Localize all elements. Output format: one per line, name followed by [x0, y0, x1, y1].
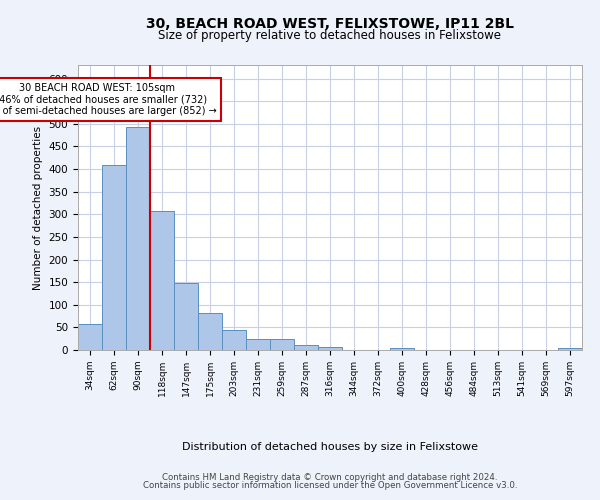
Text: Contains public sector information licensed under the Open Government Licence v3: Contains public sector information licen… — [143, 481, 517, 490]
Text: 30, BEACH ROAD WEST, FELIXSTOWE, IP11 2BL: 30, BEACH ROAD WEST, FELIXSTOWE, IP11 2B… — [146, 18, 514, 32]
Bar — [150, 211, 174, 350]
Bar — [390, 348, 414, 350]
Bar — [558, 348, 582, 350]
Bar — [78, 324, 102, 350]
Text: Contains HM Land Registry data © Crown copyright and database right 2024.: Contains HM Land Registry data © Crown c… — [162, 472, 498, 482]
Bar — [246, 339, 270, 350]
Bar — [198, 313, 222, 350]
Bar — [270, 339, 294, 350]
Text: Size of property relative to detached houses in Felixstowe: Size of property relative to detached ho… — [158, 29, 502, 42]
Bar — [222, 330, 246, 350]
Bar — [318, 347, 342, 350]
Bar — [126, 127, 150, 350]
Text: Distribution of detached houses by size in Felixstowe: Distribution of detached houses by size … — [182, 442, 478, 452]
Bar — [174, 283, 198, 350]
Bar — [294, 346, 318, 350]
Bar — [102, 164, 126, 350]
Y-axis label: Number of detached properties: Number of detached properties — [33, 126, 43, 290]
Text: 30 BEACH ROAD WEST: 105sqm
← 46% of detached houses are smaller (732)
53% of sem: 30 BEACH ROAD WEST: 105sqm ← 46% of deta… — [0, 83, 217, 116]
